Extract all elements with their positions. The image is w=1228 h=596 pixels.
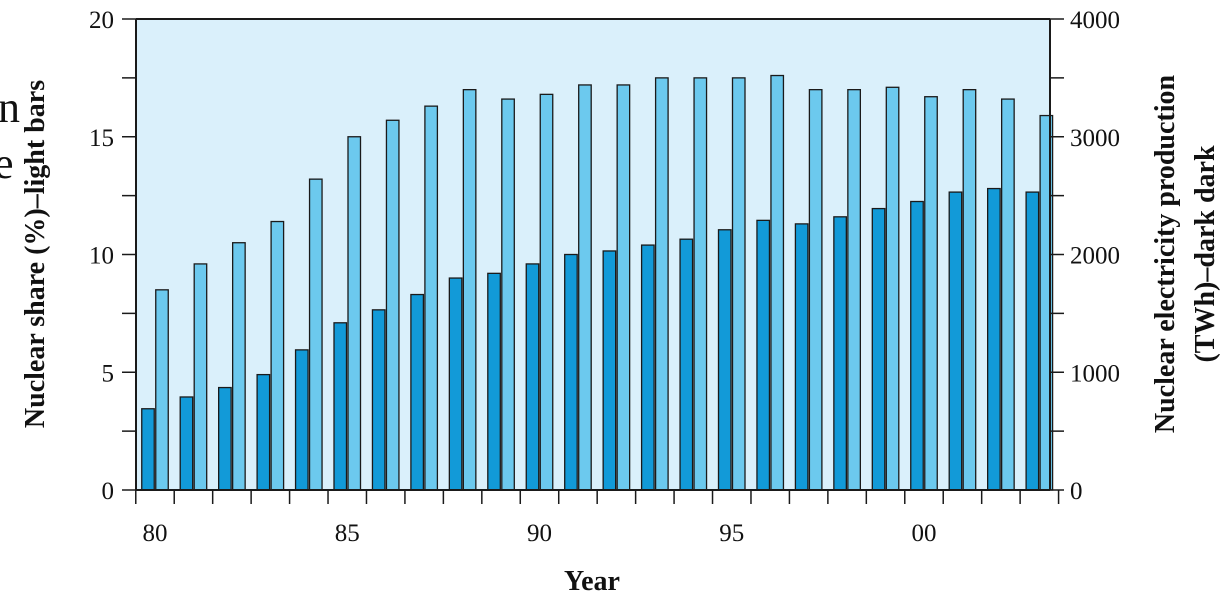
bar-production-87: [410, 293, 425, 491]
right-tick-label: 0: [1070, 478, 1083, 505]
bar-production-02: [987, 187, 1001, 491]
left-tick-label: 5: [102, 360, 115, 387]
bar-production-95: [717, 229, 732, 491]
right-tick-label: 3000: [1070, 125, 1120, 152]
bar-production-83: [256, 373, 271, 491]
x-tick-label: 95: [719, 520, 744, 547]
bar-share-89: [501, 98, 515, 491]
bar-production-85: [333, 322, 348, 491]
bar-production-88: [448, 277, 463, 491]
bar-production-90: [525, 263, 540, 491]
right-axis-title-line-1: Nuclear electricity production: [1150, 74, 1181, 433]
bar-share-94: [693, 77, 708, 491]
x-axis-title: Year: [564, 566, 620, 592]
bar-share-00: [924, 96, 938, 491]
bar-production-92: [602, 250, 617, 491]
bar-share-01: [962, 89, 977, 491]
bar-share-97: [808, 89, 823, 491]
bar-production-97: [794, 223, 809, 491]
bar-share-88: [462, 89, 477, 491]
bar-share-92: [616, 84, 631, 491]
bar-production-84: [294, 349, 309, 491]
left-axis-title: Nuclear share (%)–light bars: [20, 80, 51, 428]
bar-share-96: [770, 74, 785, 491]
bar-share-93: [654, 77, 669, 491]
right-tick-label: 4000: [1070, 7, 1120, 34]
bar-production-99: [871, 207, 886, 491]
left-tick-label: 15: [89, 125, 114, 152]
right-tick-label: 2000: [1070, 243, 1120, 270]
bar-share-99: [885, 86, 900, 491]
bar-share-86: [385, 119, 400, 491]
bar-share-87: [424, 105, 439, 491]
bar-share-95: [731, 77, 746, 491]
bar-share-83: [270, 220, 285, 491]
bar-share-02: [1001, 98, 1015, 491]
bar-share-98: [847, 89, 861, 491]
right-tick-label: 1000: [1070, 360, 1120, 387]
bar-production-93: [640, 244, 655, 491]
bar-production-81: [179, 396, 194, 491]
left-tick-label: 10: [89, 243, 114, 270]
bar-share-82: [231, 242, 246, 491]
stray-text-e: e: [0, 139, 14, 188]
right-axis-title-line-2: (TWh)–dark dark: [1190, 145, 1221, 362]
bar-share-85: [347, 136, 362, 491]
left-tick-label: 0: [102, 478, 115, 505]
bar-production-86: [371, 309, 386, 491]
bar-production-96: [756, 219, 771, 491]
bar-share-84: [308, 178, 323, 491]
bar-share-80: [155, 289, 169, 491]
bar-production-01: [948, 191, 963, 491]
bar-share-91: [578, 84, 592, 491]
bar-production-98: [833, 216, 847, 491]
bar-production-94: [679, 238, 694, 491]
x-tick-label: 90: [527, 520, 552, 547]
bar-production-82: [217, 386, 232, 491]
left-tick-label: 20: [89, 7, 114, 34]
bar-production-03: [1025, 191, 1040, 491]
stray-text-n: n: [0, 83, 20, 132]
bar-production-80: [141, 408, 155, 491]
bar-share-90: [539, 93, 554, 491]
bar-production-89: [487, 272, 501, 491]
x-tick-label: 85: [335, 520, 360, 547]
bar-share-81: [193, 263, 208, 491]
x-tick-label: 80: [143, 520, 168, 547]
x-tick-label: 00: [912, 520, 937, 547]
bar-production-91: [564, 253, 578, 491]
bar-production-00: [910, 200, 924, 491]
